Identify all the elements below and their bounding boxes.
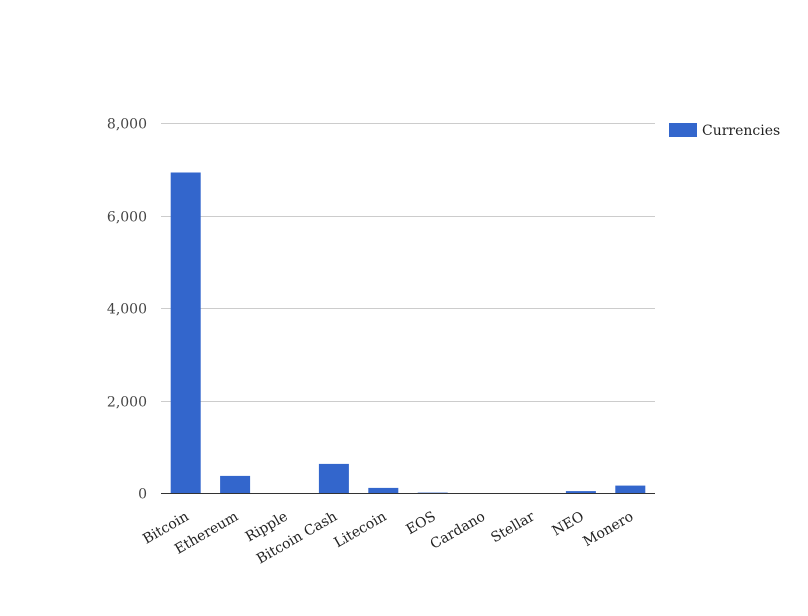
y-tick-label: 6,000: [107, 210, 147, 226]
y-tick-label: 8,000: [107, 117, 147, 133]
bar-monero[interactable]: [615, 485, 646, 493]
legend-swatch: [669, 123, 697, 137]
x-tick-label: Stellar: [488, 508, 537, 546]
x-tick-label: Monero: [581, 509, 637, 550]
x-tick-label: EOS: [404, 509, 439, 539]
bars: [170, 172, 646, 494]
legend: Currencies: [669, 123, 780, 139]
bar-ethereum[interactable]: [220, 475, 251, 493]
x-tick-label: Litecoin: [332, 509, 390, 552]
bar-bitcoin[interactable]: [170, 172, 201, 494]
y-tick-label: 2,000: [107, 395, 147, 411]
bar-litecoin[interactable]: [368, 487, 399, 493]
y-tick-label: 4,000: [107, 302, 147, 318]
bar-neo[interactable]: [565, 491, 596, 493]
legend-label: Currencies: [702, 123, 780, 139]
bar-bitcoin-cash[interactable]: [318, 463, 349, 493]
gridlines: [161, 123, 655, 402]
y-tick-label: 0: [138, 487, 147, 503]
x-tick-label: Cardano: [428, 509, 488, 553]
